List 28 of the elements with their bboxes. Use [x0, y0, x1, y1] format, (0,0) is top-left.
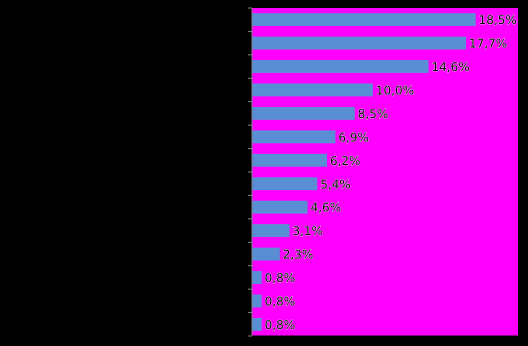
data-label: 6,2%	[330, 154, 360, 168]
bar	[252, 154, 327, 167]
data-label: 0,8%	[264, 294, 296, 309]
bar	[252, 224, 290, 238]
data-label: 8,5%	[358, 106, 388, 121]
bar	[252, 36, 466, 50]
data-label: 14,6%	[432, 60, 470, 74]
data-label: 5,4%	[320, 177, 351, 192]
data-label: 4,6%	[310, 200, 342, 215]
data-label: 6,9%	[338, 130, 369, 144]
data-label: 10,0%	[376, 84, 414, 98]
data-label: 3,1%	[292, 224, 323, 238]
data-label: 0,8%	[264, 318, 296, 332]
bar	[252, 13, 476, 26]
bar	[252, 294, 262, 308]
bar	[252, 271, 262, 284]
bar	[252, 318, 262, 331]
data-label: 2,3%	[282, 248, 314, 262]
bar	[252, 83, 373, 96]
data-label: 18,5%	[478, 13, 517, 28]
bar	[252, 130, 336, 144]
bar	[252, 248, 280, 261]
bar	[252, 177, 318, 190]
data-label: 0,8%	[264, 271, 296, 286]
bar	[252, 106, 355, 120]
bar	[252, 200, 308, 214]
bar	[252, 60, 429, 73]
data-label: 17,7%	[469, 36, 508, 51]
